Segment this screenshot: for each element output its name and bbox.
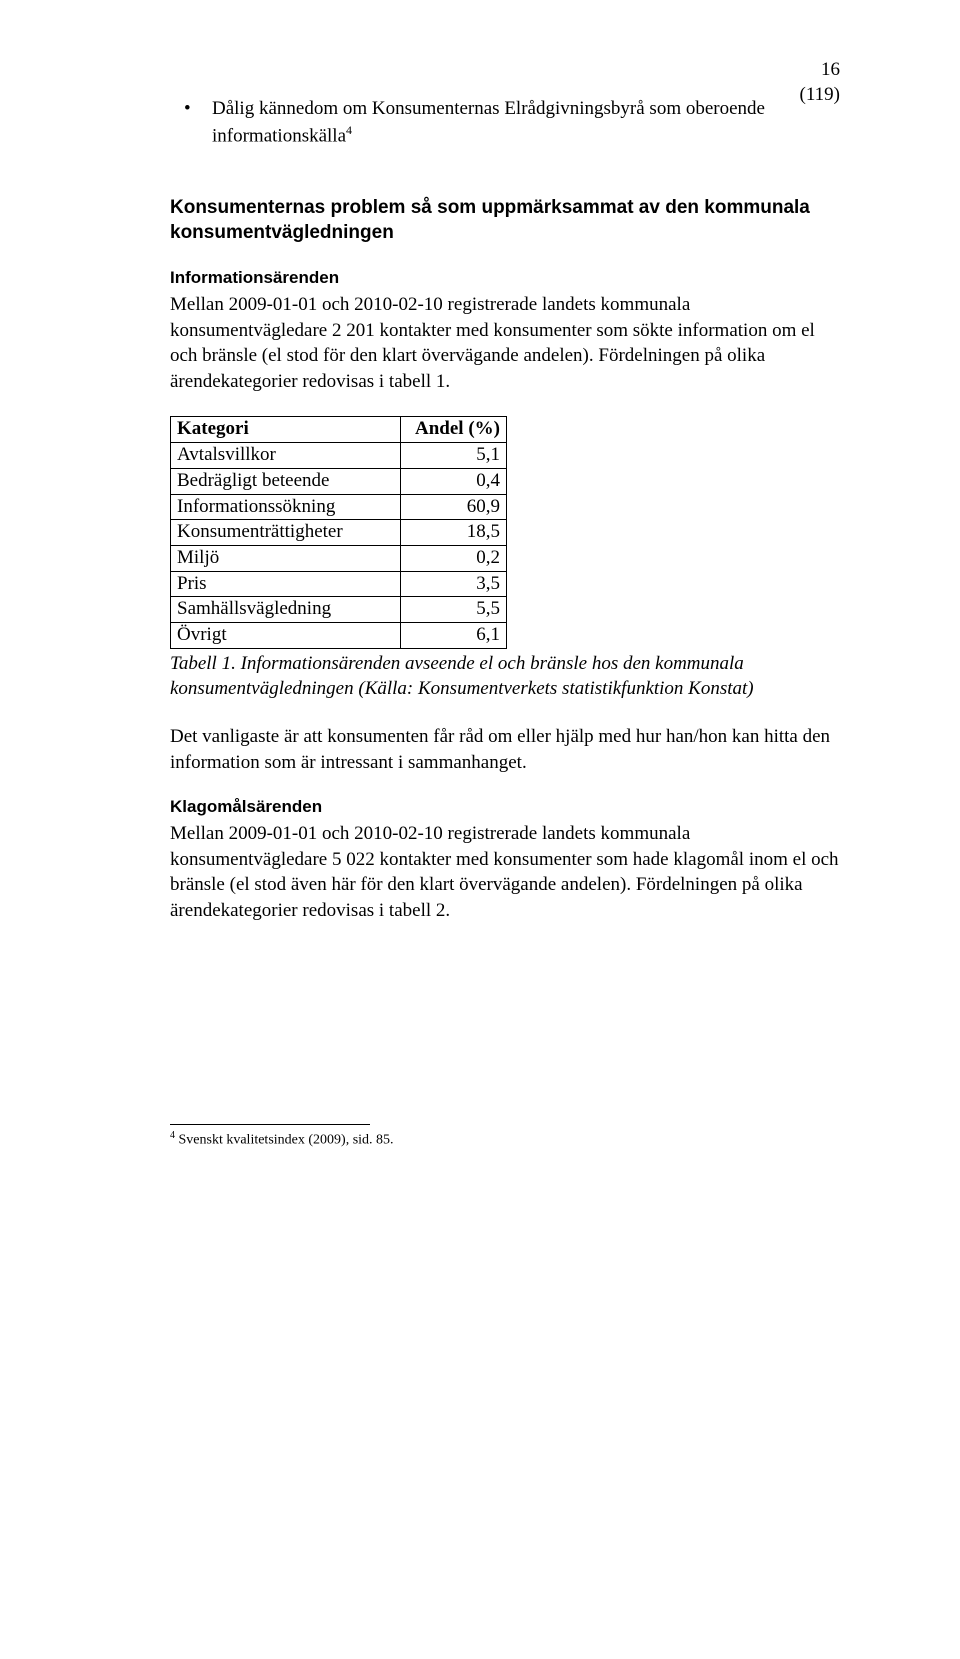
- table-row: Konsumenträttigheter18,5: [171, 520, 507, 546]
- table-cell: Övrigt: [171, 622, 401, 648]
- table-cell: Bedrägligt beteende: [171, 468, 401, 494]
- footnote-ref-4: 4: [346, 123, 352, 137]
- table-cell: Samhällsvägledning: [171, 597, 401, 623]
- bullet-item: Dålig kännedom om Konsumenternas Elrådgi…: [170, 96, 840, 149]
- footnote-text: Svenskt kvalitetsindex (2009), sid. 85.: [175, 1132, 394, 1147]
- footnote-4: 4 Svenskt kvalitetsindex (2009), sid. 85…: [170, 1129, 840, 1150]
- bullet-list: Dålig kännedom om Konsumenternas Elrådgi…: [170, 96, 840, 149]
- table-cell: 0,4: [401, 468, 507, 494]
- table-row: Informationssökning60,9: [171, 494, 507, 520]
- paragraph-info: Mellan 2009-01-01 och 2010-02-10 registr…: [170, 292, 840, 395]
- table-cell: 5,5: [401, 597, 507, 623]
- table-cell: Pris: [171, 571, 401, 597]
- table-header-kategori: Kategori: [171, 417, 401, 443]
- heading-consumer-problems: Konsumenternas problem så som uppmärksam…: [170, 195, 840, 246]
- table-cell: Avtalsvillkor: [171, 443, 401, 469]
- table-row: Avtalsvillkor5,1: [171, 443, 507, 469]
- table-row: Bedrägligt beteende0,4: [171, 468, 507, 494]
- footnote-rule: [170, 1124, 370, 1125]
- table-cell: 6,1: [401, 622, 507, 648]
- table-row: Miljö0,2: [171, 545, 507, 571]
- paragraph-klago: Mellan 2009-01-01 och 2010-02-10 registr…: [170, 821, 840, 924]
- table-row: Pris3,5: [171, 571, 507, 597]
- table-cell: 5,1: [401, 443, 507, 469]
- paragraph-common: Det vanligaste är att konsumenten får rå…: [170, 724, 840, 775]
- table-1-caption: Tabell 1. Informationsärenden avseende e…: [170, 651, 840, 702]
- bullet-text: Dålig kännedom om Konsumenternas Elrådgi…: [212, 98, 765, 146]
- table-header-andel: Andel (%): [401, 417, 507, 443]
- table-row: Samhällsvägledning5,5: [171, 597, 507, 623]
- table-cell: 60,9: [401, 494, 507, 520]
- table-1: Kategori Andel (%) Avtalsvillkor5,1 Bedr…: [170, 416, 507, 648]
- table-cell: Miljö: [171, 545, 401, 571]
- table-cell: Informationssökning: [171, 494, 401, 520]
- table-cell: 18,5: [401, 520, 507, 546]
- page: 16 (119) Dålig kännedom om Konsumenterna…: [0, 0, 960, 1659]
- table-header-row: Kategori Andel (%): [171, 417, 507, 443]
- table-cell: 0,2: [401, 545, 507, 571]
- page-number-top: 16: [800, 58, 840, 83]
- table-cell: 3,5: [401, 571, 507, 597]
- table-cell: Konsumenträttigheter: [171, 520, 401, 546]
- heading-klagomalsarenden: Klagomålsärenden: [170, 797, 840, 817]
- heading-informationsarenden: Informationsärenden: [170, 268, 840, 288]
- table-row: Övrigt6,1: [171, 622, 507, 648]
